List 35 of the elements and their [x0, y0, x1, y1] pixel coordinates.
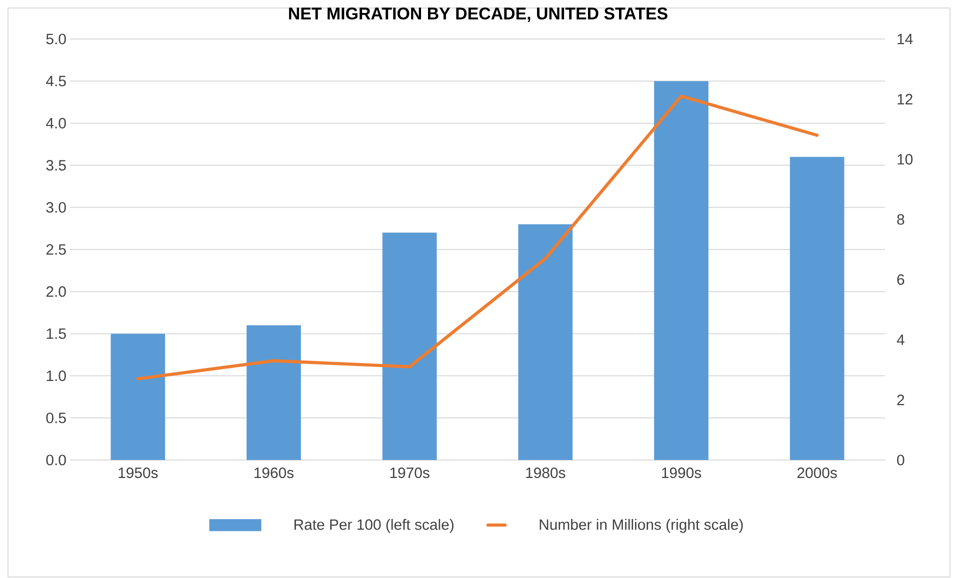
chart-title: NET MIGRATION BY DECADE, UNITED STATES [289, 8, 668, 22]
x-tick-label: 1960s [254, 468, 294, 478]
y2-tick-label: 6 [897, 274, 904, 285]
x-tick-label: 1990s [662, 468, 702, 478]
bar [654, 81, 708, 460]
y2-tick-label: 4 [896, 334, 904, 345]
bar [246, 325, 301, 460]
y-tick-label: 0.0 [46, 454, 66, 466]
y-tick-label: 0.5 [46, 412, 66, 424]
y2-tick-label: 12 [898, 94, 912, 104]
y-tick-label: 4.5 [46, 76, 66, 86]
legend-label: Rate Per 100 (left scale) [294, 518, 454, 533]
bar [790, 156, 844, 460]
y-tick-label: 4.0 [46, 118, 66, 128]
y-tick-label: 3.5 [46, 160, 66, 171]
bar [110, 334, 166, 460]
x-tick-label: 1980s [526, 468, 566, 478]
y2-tick-label: 10 [898, 154, 913, 165]
x-tick-label: 1970s [390, 468, 430, 478]
y-tick-label: 3.0 [46, 202, 66, 213]
y2-tick-label: 8 [897, 214, 904, 225]
y-tick-label: 1.5 [46, 328, 66, 339]
bar [518, 224, 573, 460]
y2-tick-label: 14 [898, 34, 913, 44]
x-tick-label: 1950s [118, 468, 158, 478]
line-series [136, 94, 819, 380]
y2-tick-label: 0 [897, 454, 904, 466]
y2-tick-label: 2 [897, 394, 904, 406]
y-tick-label: 2.0 [46, 286, 66, 297]
x-tick-label: 2000s [797, 468, 837, 478]
y-tick-label: 5.0 [46, 34, 66, 44]
bar [382, 232, 437, 460]
y-tick-label: 1.0 [46, 370, 66, 382]
y-tick-label: 2.5 [46, 244, 66, 255]
legend-label: Number in Millions (right scale) [540, 518, 743, 533]
